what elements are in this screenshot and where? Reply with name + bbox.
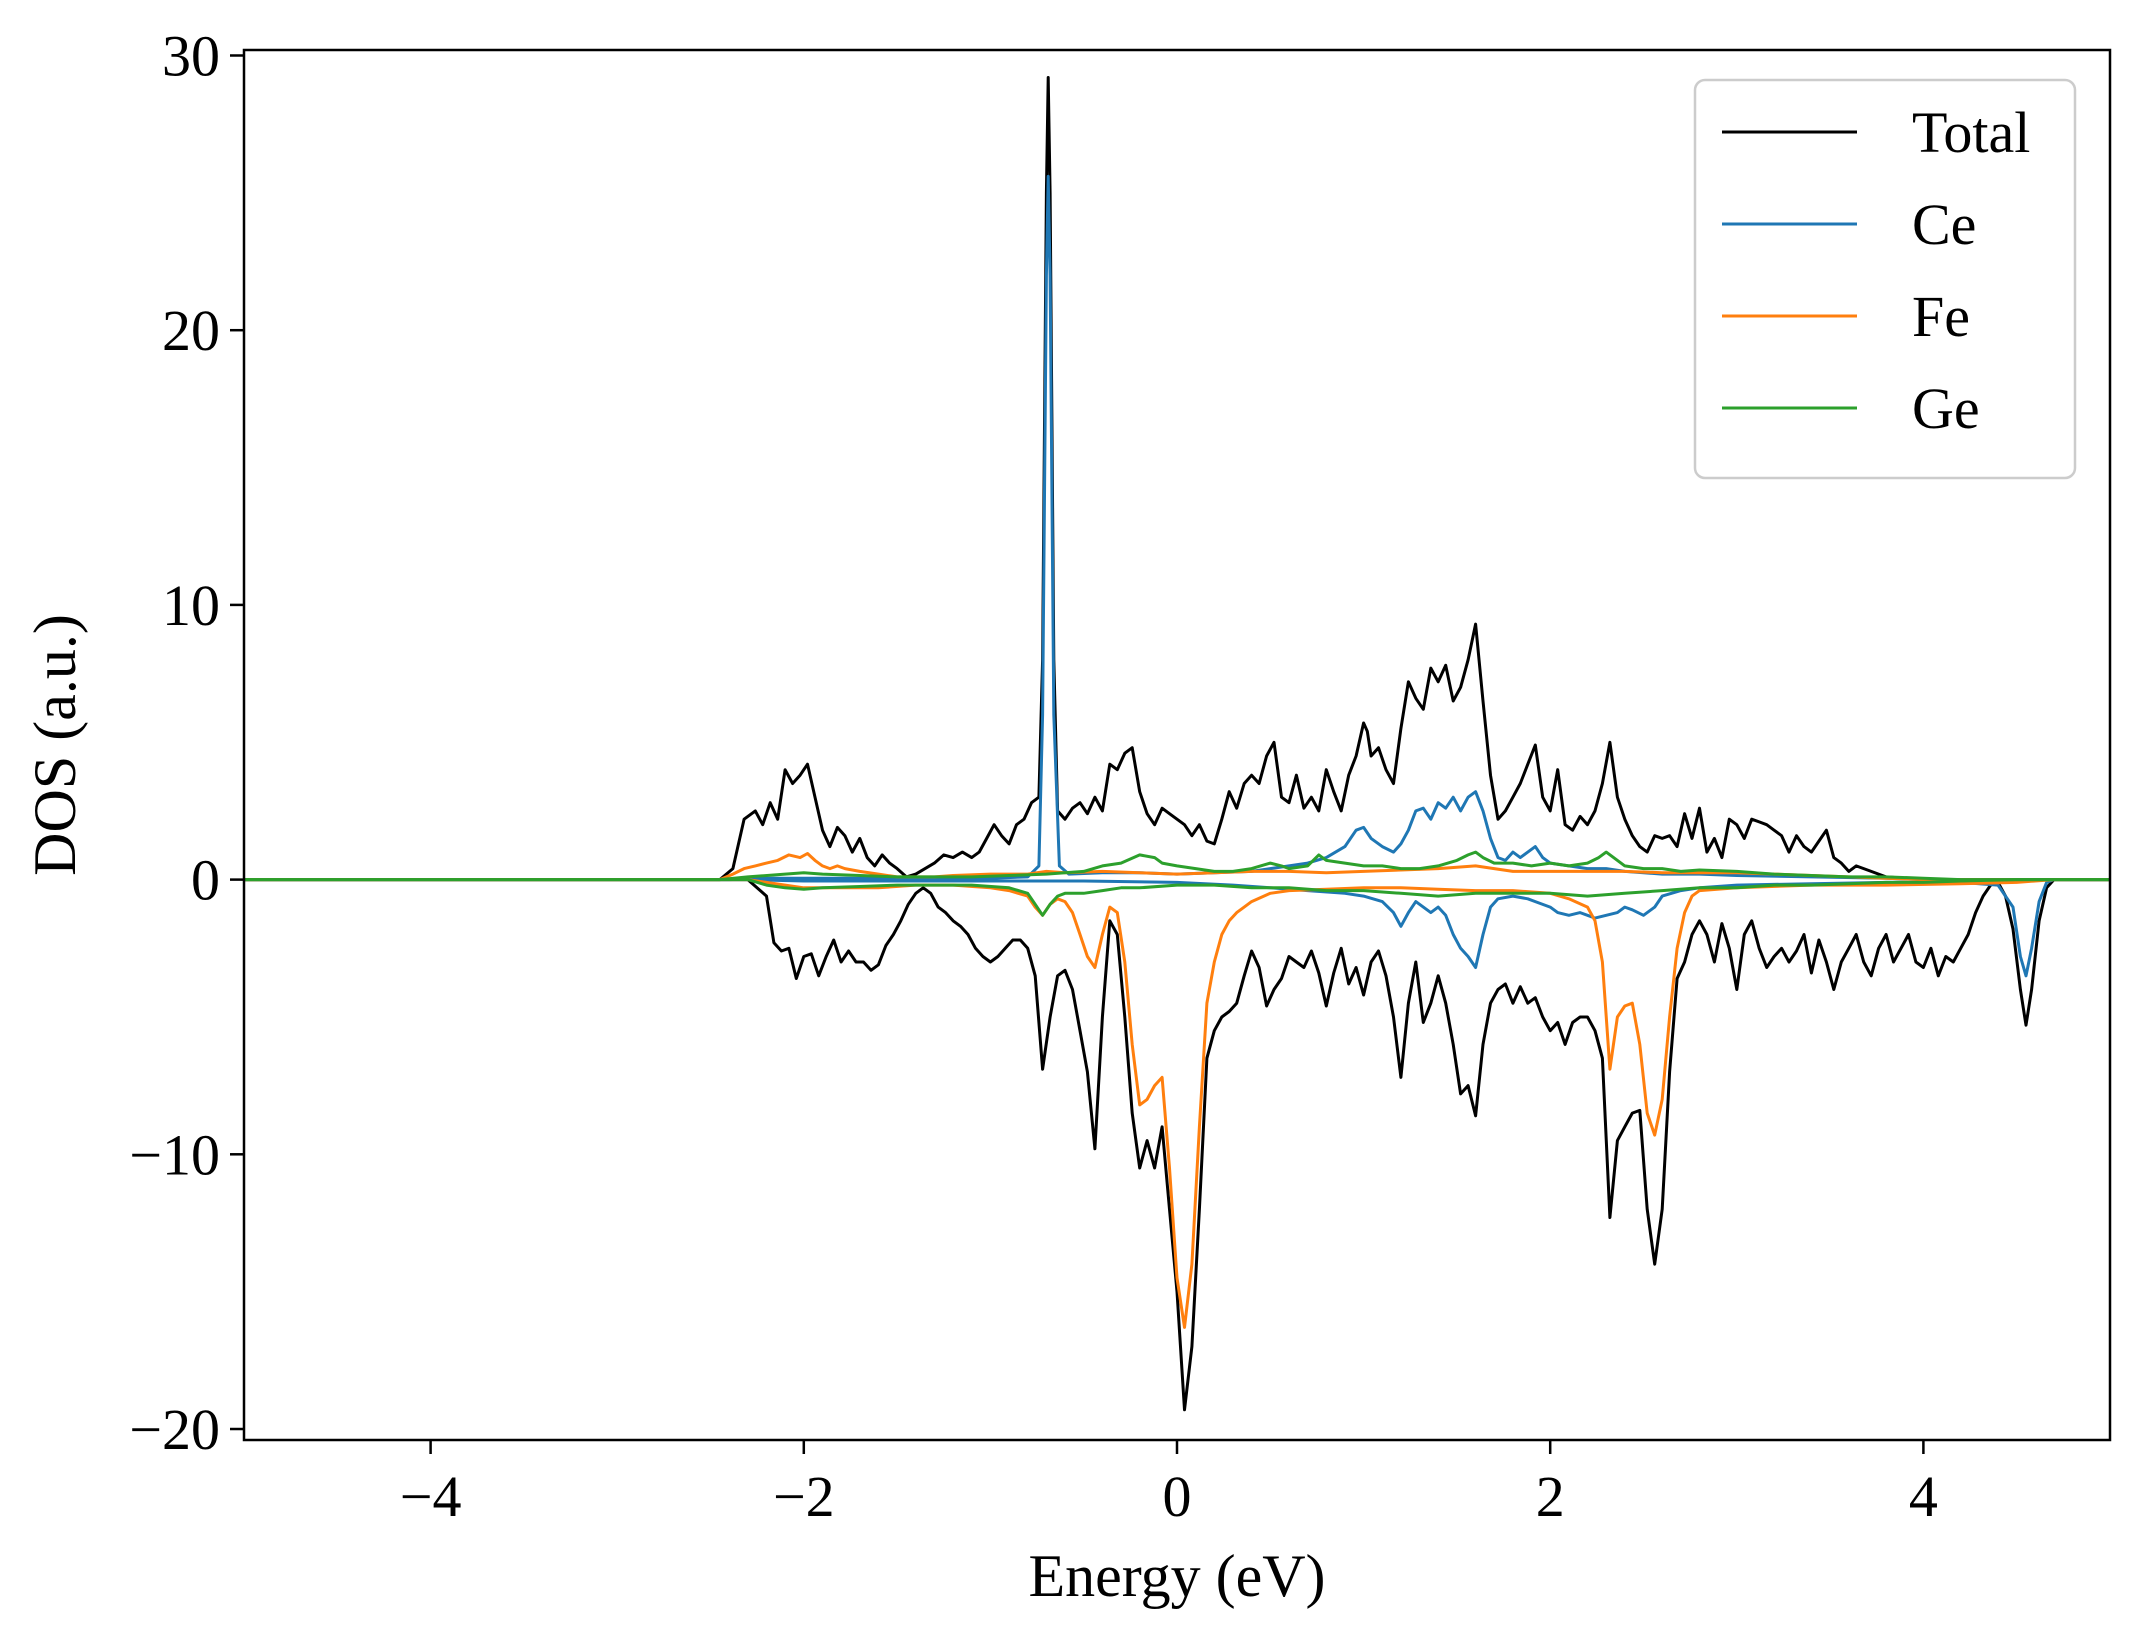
x-tick-label: 0 bbox=[1163, 1464, 1192, 1529]
x-tick-label: −4 bbox=[400, 1464, 462, 1529]
y-tick-label: −10 bbox=[129, 1122, 220, 1187]
y-tick-label: 0 bbox=[191, 848, 220, 913]
y-axis: −20 −10 0 10 20 30 bbox=[129, 23, 244, 1462]
series-layer bbox=[244, 76, 2110, 1412]
x-axis-title: Energy (eV) bbox=[1028, 1543, 1325, 1609]
series-ge-spin-up-line bbox=[244, 850, 2110, 882]
y-tick-label: −20 bbox=[129, 1397, 220, 1462]
series-total-spin-down-line bbox=[244, 878, 2110, 1412]
y-tick-label: 30 bbox=[162, 23, 220, 88]
legend: Total Ce Fe Ge bbox=[1693, 78, 2077, 480]
series-total-spin-up-line bbox=[244, 76, 2110, 882]
legend-box bbox=[1693, 78, 2077, 480]
series-ge-spin-down-line bbox=[244, 878, 2110, 917]
y-axis-title: DOS (a.u.) bbox=[22, 614, 88, 876]
legend-label-fe: Fe bbox=[1912, 284, 1970, 349]
series-fe-spin-down-line bbox=[244, 878, 2110, 1329]
legend-label-total: Total bbox=[1912, 100, 2030, 165]
x-tick-label: 2 bbox=[1536, 1464, 1565, 1529]
x-tick-label: 4 bbox=[1909, 1464, 1938, 1529]
x-tick-label: −2 bbox=[773, 1464, 835, 1529]
y-tick-label: 20 bbox=[162, 298, 220, 363]
legend-label-ge: Ge bbox=[1912, 376, 1980, 441]
series-fe-spin-up-line bbox=[244, 852, 2110, 882]
legend-label-ce: Ce bbox=[1912, 192, 1976, 257]
x-axis: −4 −2 0 2 4 bbox=[400, 1440, 1938, 1529]
y-tick-label: 10 bbox=[162, 573, 220, 638]
